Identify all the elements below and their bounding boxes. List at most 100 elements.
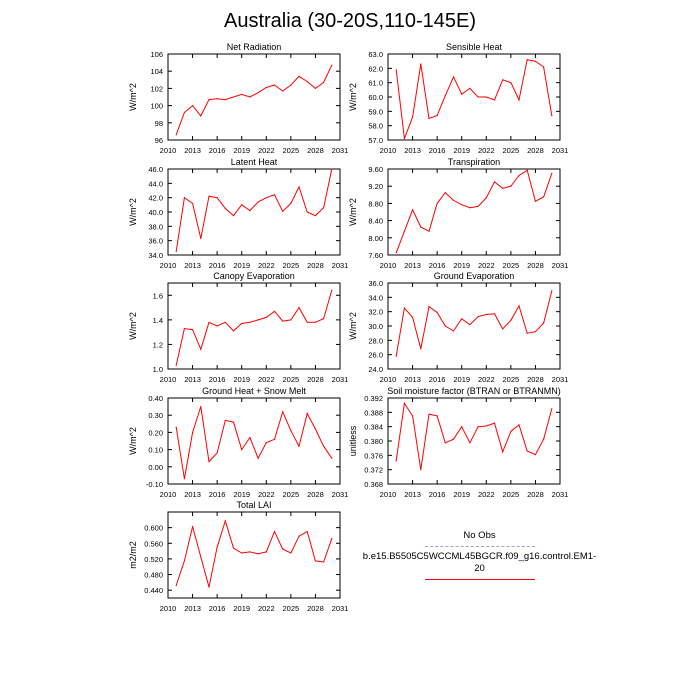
- x-tick-label: 2019: [453, 375, 470, 384]
- y-tick-label: 8.00: [368, 234, 383, 243]
- legend-label-model: b.e15.B5505C5WCCML45BGCR.f09_g16.control…: [362, 551, 597, 574]
- data-point: [502, 187, 504, 189]
- x-tick-label: 2010: [160, 375, 177, 384]
- data-point: [192, 202, 194, 204]
- data-point: [469, 207, 471, 209]
- data-point: [241, 322, 243, 325]
- data-point: [249, 96, 251, 98]
- data-point: [241, 204, 243, 206]
- data-point: [412, 116, 414, 118]
- data-point: [543, 196, 545, 198]
- series-line: [395, 402, 553, 470]
- y-tick-label: 102: [150, 84, 163, 93]
- x-tick-label: 2022: [258, 604, 275, 613]
- data-point: [216, 452, 218, 454]
- y-tick-label: 1.0: [153, 365, 163, 374]
- data-point: [534, 331, 537, 333]
- data-point: [290, 202, 292, 204]
- y-tick-label: 0.20: [148, 428, 163, 437]
- panel-ground-evaporation: Ground Evaporation W/m^2 2010 2013 2016 2019 2…: [348, 271, 568, 384]
- data-point: [510, 319, 512, 321]
- data-point: [461, 93, 463, 95]
- y-tick-label: 0.368: [364, 480, 383, 489]
- y-tick-label: 8.40: [368, 217, 383, 226]
- data-point: [224, 520, 226, 522]
- data-point: [518, 305, 520, 307]
- main-title: Australia (30-20S,110-145E): [224, 10, 476, 32]
- data-point: [282, 90, 284, 92]
- y-axis-label: W/m^2: [348, 198, 358, 226]
- y-tick-label: 28.0: [368, 336, 383, 345]
- data-point: [485, 425, 487, 427]
- data-point: [428, 413, 430, 415]
- data-point: [526, 169, 528, 171]
- data-point: [510, 430, 512, 432]
- panel-transpiration: Transpiration W/m^2 2010 2013 2016 2019 2022 20…: [348, 157, 568, 270]
- x-tick-label: 2022: [478, 375, 495, 384]
- data-point: [175, 364, 177, 366]
- data-point: [395, 460, 397, 462]
- x-tick-label: 2022: [478, 146, 495, 155]
- data-point: [444, 192, 446, 194]
- x-tick-label: 2010: [160, 490, 177, 499]
- x-tick-label: 2016: [209, 490, 226, 499]
- x-tick-label: 2013: [184, 375, 201, 384]
- panel-soil-moisture-factor-btran-or-btranmn: Soil moisture factor (BTRAN or BTRANMN) u…: [348, 386, 568, 499]
- x-tick-label: 2028: [527, 261, 544, 270]
- data-point: [290, 430, 292, 432]
- y-tick-label: 40.0: [148, 208, 163, 217]
- data-point: [477, 426, 479, 428]
- data-point: [534, 60, 537, 62]
- data-point: [200, 115, 202, 117]
- legend-line-no-obs: [424, 546, 535, 547]
- plot-frame: [167, 53, 341, 141]
- data-point: [485, 313, 487, 316]
- y-tick-label: 0.380: [364, 437, 383, 446]
- legend-line-model: [424, 579, 535, 580]
- y-tick-label: 106: [150, 50, 163, 59]
- series-line: [395, 59, 553, 139]
- data-point: [323, 207, 325, 209]
- y-tick-label: 7.60: [368, 251, 383, 260]
- x-tick-label: 2028: [307, 146, 324, 155]
- data-point: [420, 469, 422, 471]
- data-point: [543, 66, 545, 68]
- data-point: [273, 310, 276, 312]
- x-tick-label: 2031: [332, 261, 349, 270]
- data-point: [469, 87, 471, 89]
- x-tick-label: 2013: [184, 261, 201, 270]
- data-point: [485, 197, 487, 199]
- data-point: [485, 96, 487, 98]
- y-tick-label: 0.40: [148, 394, 163, 403]
- x-tick-label: 2031: [332, 375, 349, 384]
- data-point: [420, 226, 422, 228]
- data-point: [192, 105, 194, 107]
- series-line: [175, 64, 333, 135]
- y-axis-label: W/m^2: [128, 427, 138, 455]
- y-tick-label: 9.60: [368, 165, 383, 174]
- series-line: [175, 519, 333, 588]
- data-point: [314, 428, 316, 430]
- data-point: [306, 530, 308, 533]
- legend-label-no-obs: No Obs: [463, 530, 496, 541]
- panel-title: Total LAI: [236, 500, 271, 510]
- data-point: [331, 457, 333, 459]
- y-tick-label: 32.0: [368, 308, 383, 317]
- data-point: [518, 174, 520, 177]
- y-tick-label: 36.0: [368, 279, 383, 288]
- data-point: [224, 99, 226, 101]
- y-axis-label: unitless: [348, 425, 358, 456]
- data-point: [551, 172, 553, 174]
- data-point: [183, 111, 185, 114]
- data-point: [298, 186, 300, 188]
- plot-frame: [167, 511, 341, 599]
- panel-latent-heat: Latent Heat W/m^2 2010 2013 2016 2019 2022 2025…: [128, 157, 348, 270]
- y-tick-label: 26.0: [368, 351, 383, 360]
- data-point: [420, 348, 422, 350]
- data-point: [200, 556, 202, 558]
- y-tick-label: 0.388: [364, 408, 383, 417]
- y-tick-label: 1.2: [153, 340, 163, 349]
- data-point: [502, 79, 504, 81]
- data-point: [314, 87, 316, 89]
- data-point: [461, 204, 463, 206]
